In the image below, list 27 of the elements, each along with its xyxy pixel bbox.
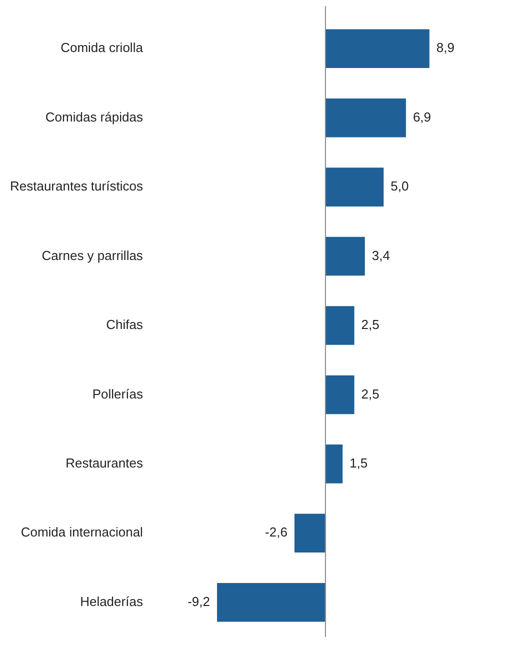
y-tick-label: Pollerías bbox=[92, 386, 144, 402]
data-label: 6,9 bbox=[412, 109, 432, 124]
data-label: -2,6 bbox=[265, 524, 288, 540]
bar bbox=[294, 514, 325, 553]
bar bbox=[324, 168, 384, 206]
bar bbox=[324, 98, 406, 138]
bar bbox=[217, 583, 325, 622]
data-label: 1,5 bbox=[350, 456, 368, 471]
y-tick-label: Chifas bbox=[106, 317, 144, 332]
data-label: 8,9 bbox=[436, 40, 454, 56]
data-label: 2,5 bbox=[361, 317, 380, 332]
data-label: 5,0 bbox=[390, 178, 409, 194]
y-tick-label: Comidas rápidas bbox=[45, 109, 144, 124]
y-tick-label: Comida criolla bbox=[60, 40, 144, 56]
bar bbox=[324, 306, 354, 345]
data-label: 3,4 bbox=[372, 248, 390, 263]
data-label: 2,5 bbox=[361, 386, 380, 402]
bar bbox=[324, 29, 430, 68]
y-tick-label: Heladerías bbox=[80, 594, 144, 609]
y-tick-label: Carnes y parrillas bbox=[42, 248, 144, 263]
y-tick-label: Restaurantes turísticos bbox=[10, 178, 144, 194]
y-tick-label: Restaurantes bbox=[66, 456, 144, 471]
bar bbox=[324, 375, 354, 414]
data-label: -9,2 bbox=[188, 594, 210, 609]
y-tick-label: Comida internacional bbox=[20, 524, 144, 540]
bar bbox=[324, 236, 365, 276]
bar bbox=[324, 444, 343, 484]
